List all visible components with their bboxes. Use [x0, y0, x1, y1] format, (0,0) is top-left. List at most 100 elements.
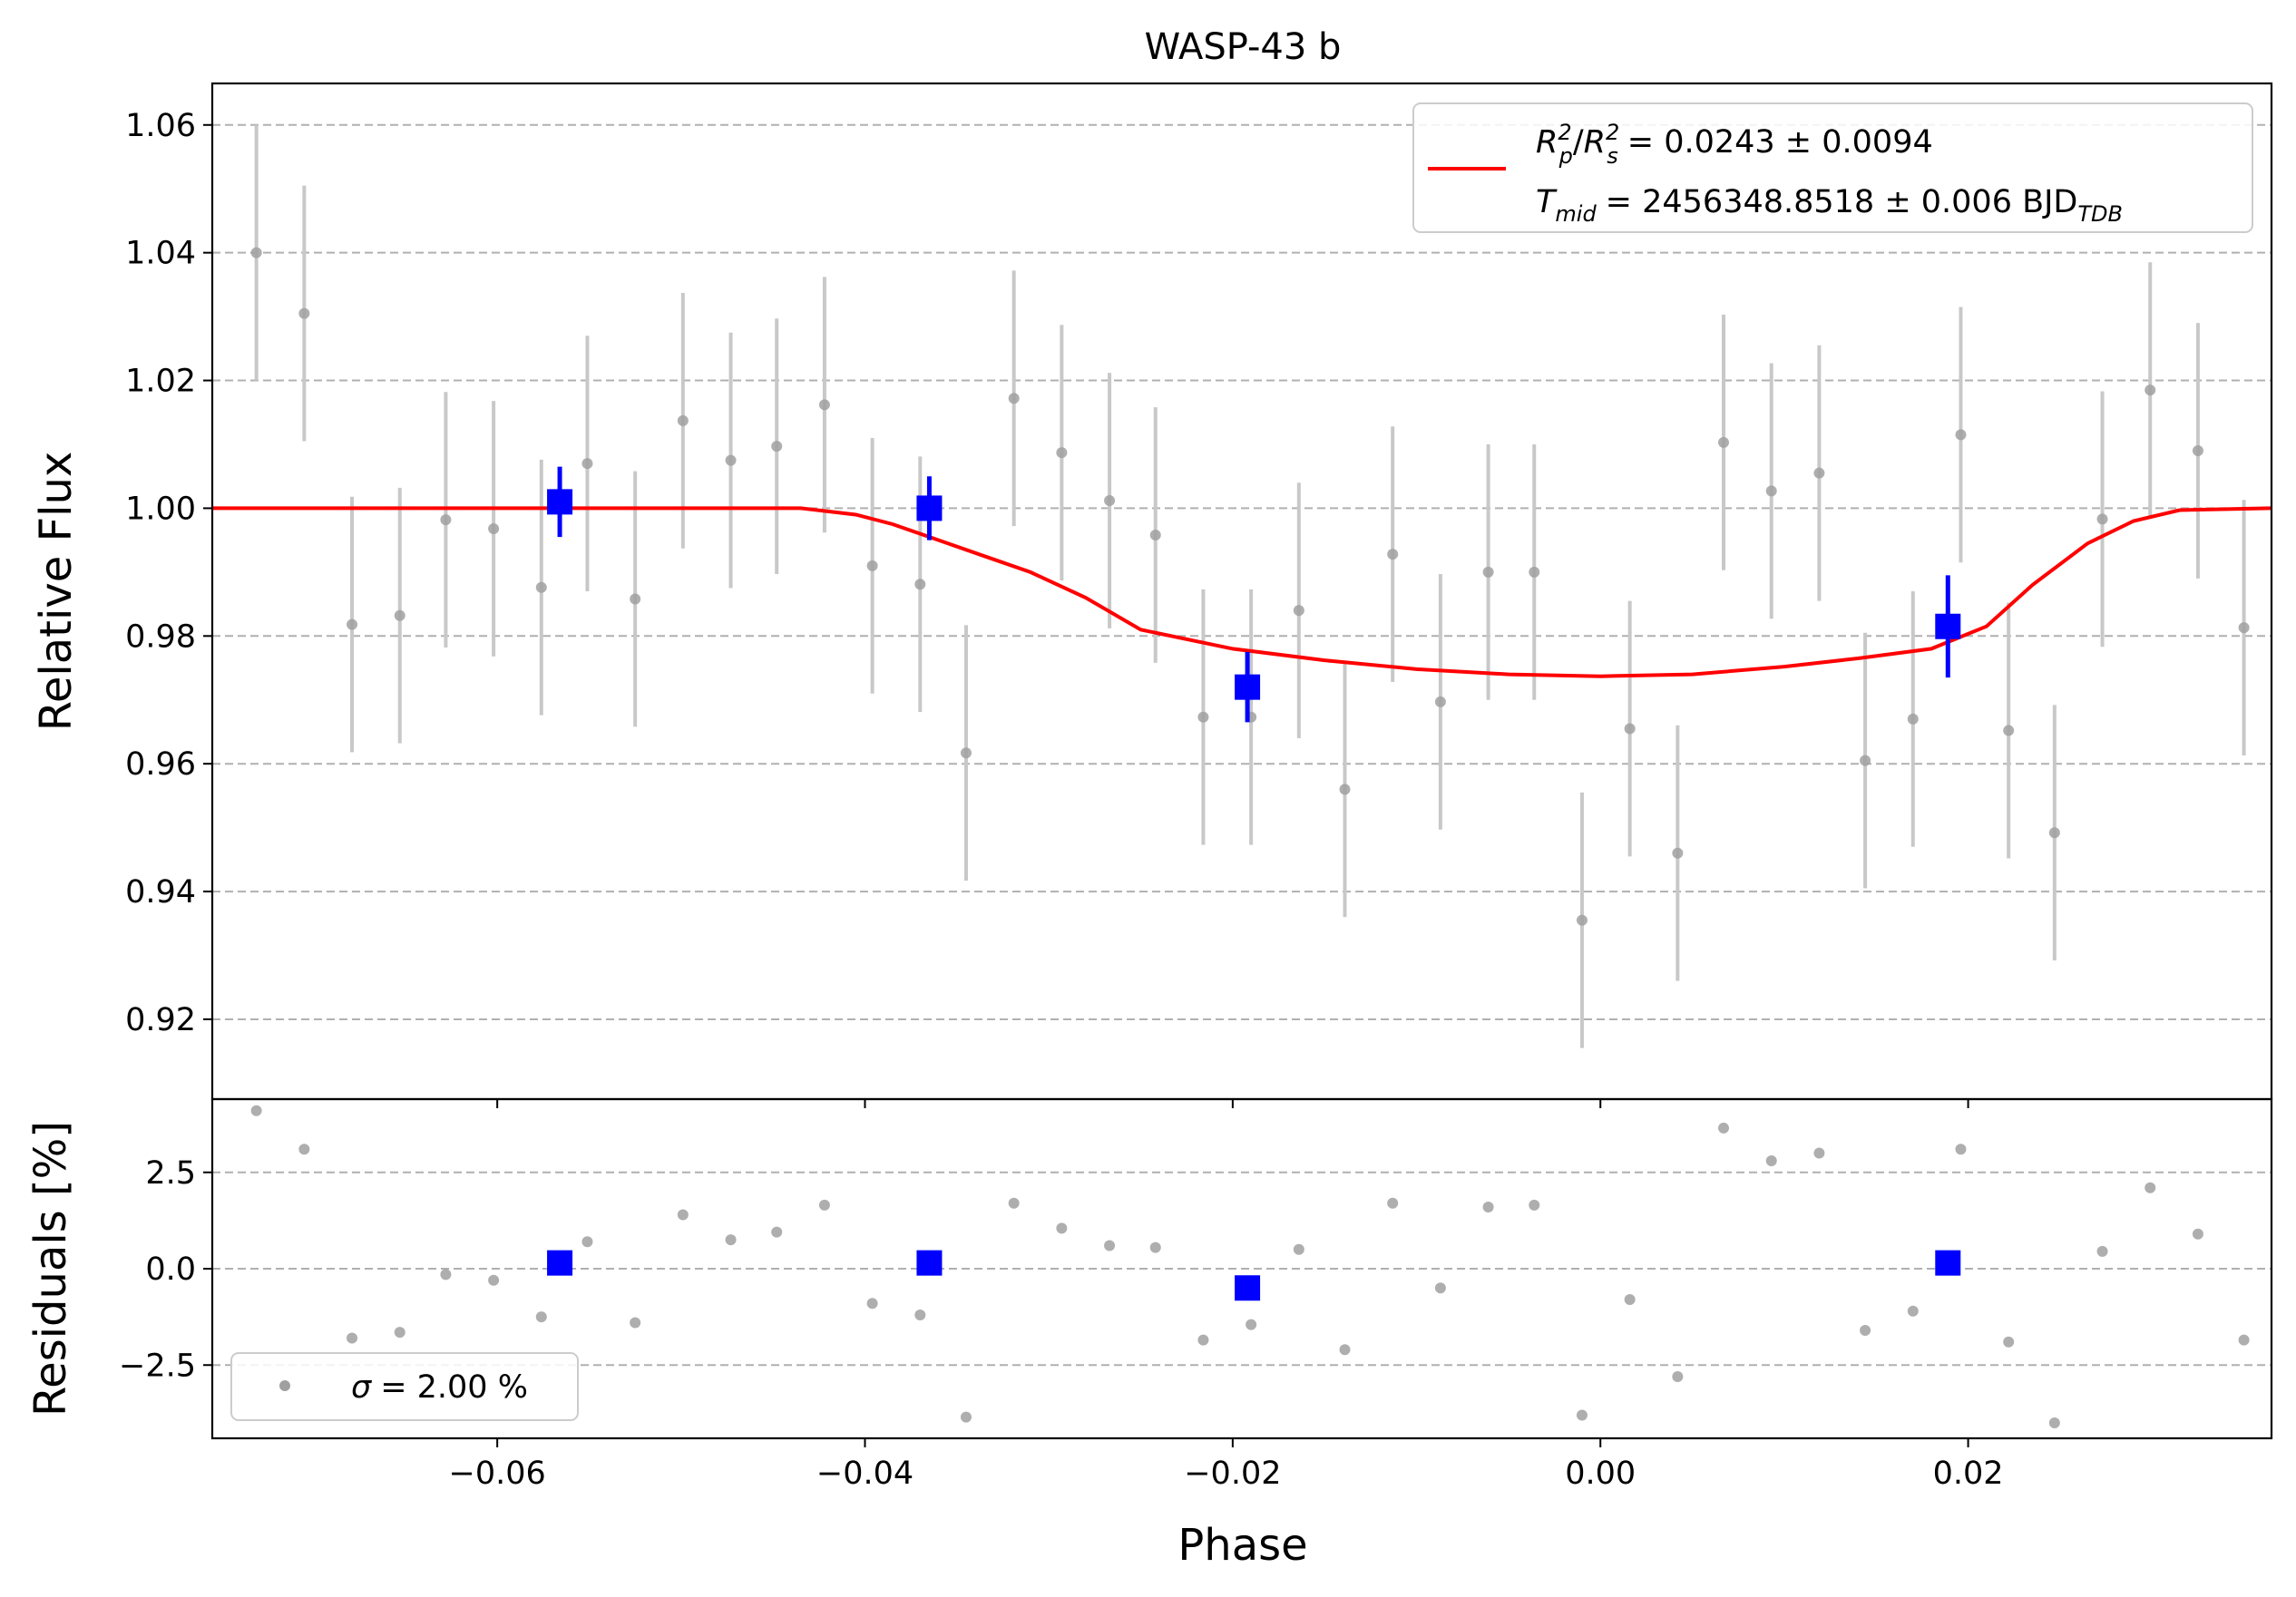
flux-x-ticks [496, 1099, 1969, 1108]
residual-data-point [1907, 1305, 1919, 1317]
flux-legend-box [1412, 102, 2253, 233]
residual-data-point [1339, 1344, 1351, 1356]
residual-data-point [488, 1274, 500, 1286]
residual-data-point [2238, 1334, 2250, 1346]
residual-y-axis-title: Residuals [%] [25, 1121, 76, 1417]
residual-data-point [1672, 1371, 1684, 1382]
residual-data-point [818, 1199, 830, 1211]
x-tick-label: 0.00 [1565, 1456, 1636, 1492]
residual-data-point [1765, 1155, 1777, 1166]
residual-data-point [581, 1236, 593, 1248]
residual-y-tick-label: −2.5 [119, 1348, 196, 1384]
flux-data-point [1387, 549, 1399, 560]
flux-legend: R2 p/R2 s = 0.0243 ± 0.0094 Tmid = 2456348.8… [1412, 102, 2253, 233]
flux-y-tick-label: 1.02 [125, 364, 196, 400]
flux-data-point [2048, 827, 2060, 839]
flux-data-point [1907, 713, 1919, 725]
residual-data-point [2192, 1228, 2203, 1240]
flux-data-point [1434, 696, 1446, 707]
residual-x-ticks: −0.06 −0.04 −0.02 0.00 0.02 [449, 1438, 2004, 1492]
residual-data-point [1008, 1197, 1020, 1209]
x-tick-label: 0.02 [1933, 1456, 2004, 1492]
legend-residual-swatch [279, 1380, 290, 1391]
residual-data-point [2145, 1182, 2156, 1193]
flux-y-tick-label: 1.00 [125, 491, 196, 527]
residual-data-point [1149, 1242, 1161, 1253]
flux-data-point [630, 593, 641, 605]
residual-data-point [1718, 1122, 1730, 1134]
residual-data-point [677, 1209, 689, 1221]
residual-data-point [960, 1411, 972, 1423]
flux-data-point [1813, 467, 1825, 479]
residual-binned-point [1235, 1275, 1261, 1301]
legend-sigma-label: σ = 2.00 % [351, 1369, 528, 1406]
residual-data-point [2096, 1245, 2108, 1257]
residual-legend: σ = 2.00 % [230, 1352, 579, 1421]
flux-data-point [1860, 755, 1871, 766]
flux-data-point [2096, 513, 2108, 525]
flux-data-point [818, 399, 830, 411]
residual-data-point [535, 1311, 547, 1323]
residual-binned-point [1935, 1250, 1961, 1276]
flux-data-point [960, 747, 972, 759]
residual-data-point [1529, 1199, 1540, 1211]
residual-data-point [394, 1327, 405, 1339]
flux-binned-point [547, 489, 573, 515]
flux-data-point [2192, 445, 2203, 457]
flux-gridlines [212, 123, 2272, 1020]
flux-data-point [914, 579, 926, 590]
legend-model-label-line2: Tmid = 2456348.8518 ± 0.006 BJDTDB [1536, 184, 2123, 227]
flux-data-point [1482, 566, 1494, 578]
flux-data-point [1672, 847, 1684, 859]
flux-y-ticks: 0.92 0.94 0.96 0.98 1.00 1.02 1.04 1.06 [125, 108, 212, 1038]
residual-data-point [298, 1144, 310, 1155]
flux-data-point [1104, 494, 1116, 506]
flux-data-point [1718, 436, 1730, 448]
flux-y-tick-label: 1.04 [125, 236, 196, 272]
flux-y-tick-label: 0.92 [125, 1002, 196, 1038]
x-tick-label: −0.06 [449, 1456, 546, 1492]
residual-data-point [725, 1234, 737, 1246]
flux-data-point [1765, 485, 1777, 497]
residual-data-point [771, 1226, 783, 1238]
residual-y-tick-label: 2.5 [145, 1155, 196, 1192]
legend-model-label-line1: R2 p/R2 s = 0.0243 ± 0.0094 [1536, 120, 1933, 169]
flux-y-tick-label: 0.96 [125, 746, 196, 783]
flux-binned-points [547, 466, 1961, 723]
residual-data-point [2003, 1336, 2015, 1348]
residual-data-point [1434, 1282, 1446, 1294]
residual-data-point [866, 1298, 878, 1310]
residual-data-point [1387, 1197, 1399, 1209]
residual-data-point [1624, 1294, 1636, 1305]
chart-title: WASP-43 b [1145, 26, 1342, 68]
flux-data-points [250, 247, 2250, 926]
flux-binned-point [1935, 613, 1961, 639]
residual-data-point [250, 1105, 262, 1116]
flux-data-point [866, 560, 878, 571]
flux-data-point [581, 458, 593, 470]
residual-data-point [440, 1269, 452, 1281]
residual-binned-point [916, 1250, 943, 1276]
residual-data-point [1860, 1325, 1871, 1336]
flux-data-point [1149, 530, 1161, 541]
flux-y-tick-label: 1.06 [125, 108, 196, 144]
flux-y-axis-title: Relative Flux [31, 452, 82, 732]
flux-data-point [394, 609, 405, 621]
flux-data-point [1008, 393, 1020, 404]
flux-y-tick-label: 0.98 [125, 618, 196, 655]
flux-data-point [1529, 566, 1540, 578]
residual-data-point [2048, 1417, 2060, 1428]
flux-binned-point [1235, 674, 1261, 700]
residual-y-tick-label: 0.0 [145, 1251, 196, 1288]
residual-binned-points [547, 1250, 1961, 1301]
flux-data-point [1056, 447, 1068, 459]
flux-data-point [1197, 711, 1209, 723]
residual-data-point [1104, 1240, 1116, 1251]
x-tick-label: −0.02 [1184, 1456, 1281, 1492]
flux-data-point [440, 514, 452, 526]
flux-data-point [1293, 605, 1304, 617]
x-axis-title: Phase [1177, 1520, 1307, 1571]
residual-data-points [250, 1105, 2250, 1428]
residual-data-point [630, 1317, 641, 1329]
